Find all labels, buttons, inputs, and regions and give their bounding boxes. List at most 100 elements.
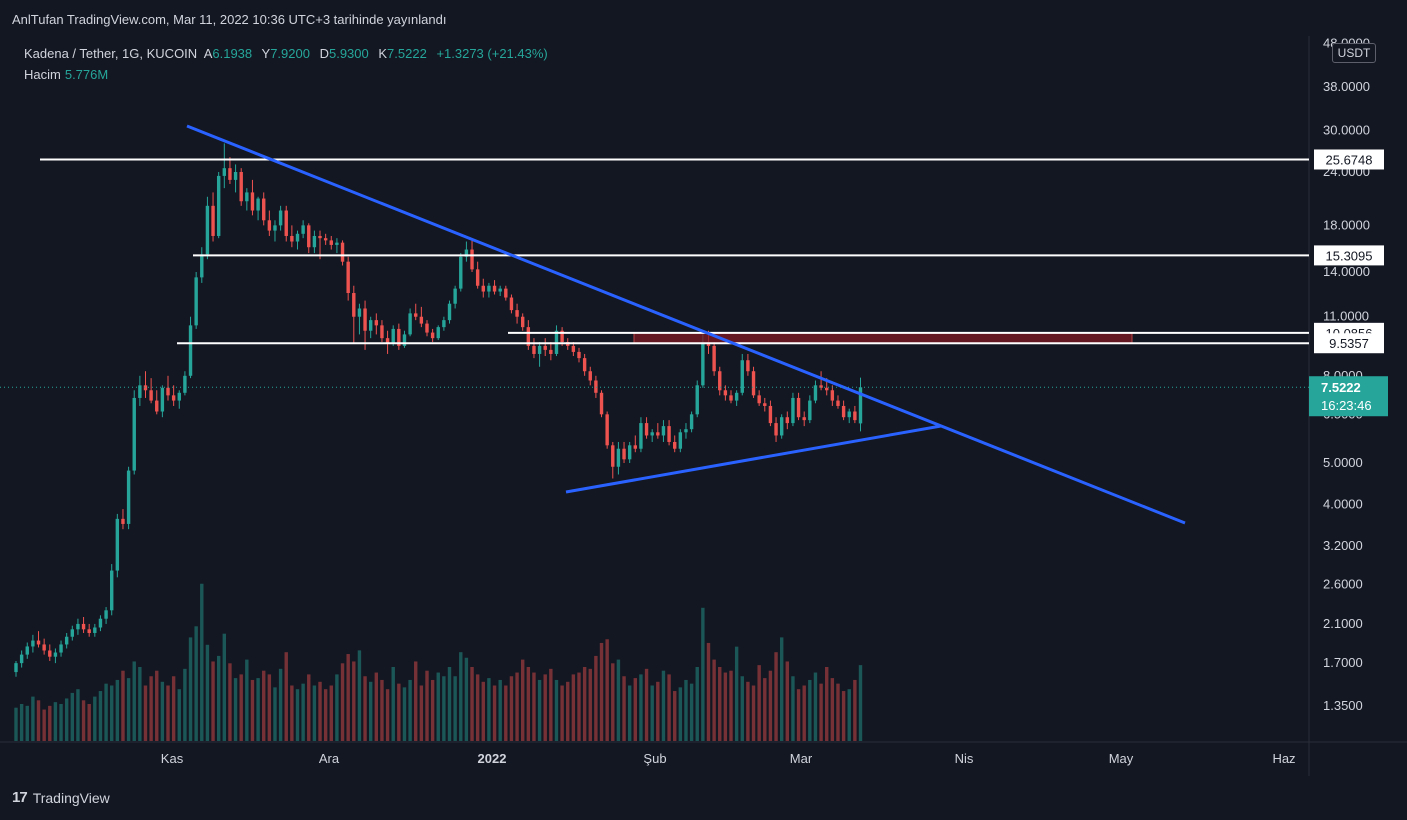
candle-body — [605, 414, 609, 446]
candle-body — [216, 175, 221, 236]
descending-trendline — [186, 124, 1186, 525]
candle-body — [577, 351, 581, 359]
volume-bar — [14, 707, 18, 741]
candle-body — [779, 417, 784, 436]
low-value: 5.9300 — [328, 46, 369, 61]
candle-body — [284, 210, 288, 236]
candle-body — [599, 392, 604, 415]
tradingview-logo[interactable]: 17 TradingView — [12, 789, 110, 806]
volume-bar — [64, 698, 69, 741]
volume-bar — [802, 685, 806, 741]
volume-bar — [521, 659, 525, 741]
published-caption: AnlTufan TradingView.com, Mar 11, 2022 1… — [12, 12, 447, 27]
candle-body — [633, 445, 637, 449]
candle-body — [425, 323, 429, 333]
candle-body — [143, 385, 148, 391]
volume-bar — [667, 674, 671, 741]
candle-body — [740, 360, 744, 393]
candle-body — [582, 358, 587, 372]
candle-body — [627, 445, 632, 460]
volume-bar — [729, 670, 733, 741]
candle-body — [385, 338, 390, 344]
candle-body — [656, 432, 660, 436]
volume-bar — [622, 676, 626, 741]
candle-body — [430, 332, 435, 339]
candle-body — [188, 325, 193, 376]
x-tick-label: Nis — [955, 751, 974, 766]
candle-body — [532, 345, 536, 354]
volume-bar — [397, 683, 401, 741]
candle-body — [166, 387, 170, 396]
volume-bar — [368, 681, 373, 741]
volume-bar — [402, 687, 407, 741]
y-tick-label: 14.0000 — [1323, 264, 1370, 279]
low-key: D — [319, 46, 329, 61]
candle-body — [853, 411, 857, 421]
volume-bar — [746, 681, 750, 741]
volume-bar — [340, 663, 345, 741]
volume-bar — [363, 676, 367, 741]
volume-key: Hacim — [24, 67, 61, 82]
volume-bar — [374, 672, 379, 741]
candle-body — [307, 225, 311, 248]
volume-bar — [211, 661, 215, 741]
volume-bar — [239, 674, 243, 741]
volume-bar — [278, 668, 283, 741]
candle-body — [357, 308, 362, 317]
candle-body — [644, 423, 649, 436]
volume-bar — [549, 668, 553, 741]
volume-bar — [143, 685, 148, 741]
candle-body — [155, 400, 159, 412]
candle-body — [836, 400, 840, 406]
volume-bar — [385, 689, 390, 741]
candle-body — [374, 320, 379, 326]
candle-body — [31, 640, 35, 647]
candle-body — [447, 303, 452, 321]
x-tick-label: Şub — [643, 751, 666, 766]
volume-bar — [718, 667, 722, 741]
candle-body — [14, 663, 18, 673]
volume-bar — [447, 667, 452, 741]
candle-body — [464, 249, 469, 257]
high-value: 7.9200 — [270, 46, 310, 61]
candle-body — [521, 316, 525, 328]
candle-body — [841, 405, 846, 418]
price-chart[interactable]: 48.000038.000030.000024.000018.000014.00… — [0, 35, 1407, 776]
volume-bar — [785, 661, 790, 741]
volume-bar — [582, 667, 587, 741]
candle-body — [340, 242, 345, 262]
volume-bar — [31, 696, 35, 741]
close-value: 7.5222 — [387, 46, 427, 61]
candle-body — [70, 629, 74, 637]
series-legend: Kadena / Tether, 1G, KUCOIN A6.1938 Y7.9… — [24, 46, 554, 61]
volume-bar — [616, 659, 621, 741]
volume-bar — [487, 678, 491, 741]
currency-unit-button[interactable]: USDT — [1332, 43, 1376, 63]
candle-body — [149, 390, 153, 401]
candle-body — [746, 360, 750, 372]
level-price-tag — [1314, 245, 1384, 266]
volume-bar — [126, 678, 131, 741]
candle-body — [397, 328, 401, 346]
candle-body — [121, 518, 125, 524]
chart-area[interactable]: 48.000038.000030.000024.000018.000014.00… — [0, 35, 1407, 776]
volume-bar — [216, 655, 221, 741]
candle-body — [729, 395, 733, 401]
candle-body — [402, 334, 407, 346]
y-tick-label: 3.2000 — [1323, 538, 1363, 553]
candle-body — [785, 417, 790, 424]
volume-bar — [425, 670, 429, 741]
volume-bar — [633, 678, 637, 741]
volume-bar — [329, 685, 333, 741]
candle-body — [825, 387, 829, 391]
volume-bar — [442, 676, 446, 741]
candle-body — [571, 345, 576, 352]
volume-bar — [588, 668, 592, 741]
candle-body — [661, 426, 666, 436]
volume-bar — [290, 685, 294, 741]
candle-body — [250, 192, 255, 211]
candle-body — [312, 235, 317, 248]
candle-body — [639, 423, 643, 449]
volume-bar — [453, 676, 457, 741]
candle-body — [262, 198, 266, 221]
